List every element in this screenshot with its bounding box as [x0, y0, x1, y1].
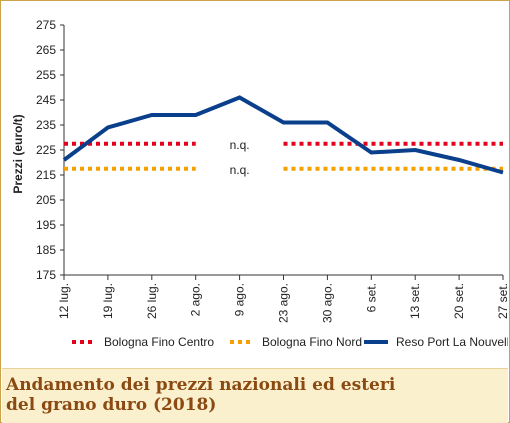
- x-tick-label: 26 lug.: [145, 283, 159, 319]
- price-line-chart: 175 185 195 205 215 225 235 245 255 265 275 Prezzi …: [11, 18, 508, 349]
- chart-caption: Andamento dei prezzi nazionali ed esteri…: [6, 375, 502, 415]
- caption-line-2: del grano duro (2018): [6, 395, 217, 415]
- y-tick-label: 275: [36, 18, 56, 32]
- x-tick-label: 13 set.: [408, 283, 422, 319]
- caption-bar: Andamento dei prezzi nazionali ed esteri…: [2, 368, 508, 423]
- y-tick-label: 195: [36, 218, 56, 232]
- y-tick-label: 265: [36, 43, 56, 57]
- y-tick-label: 185: [36, 243, 56, 257]
- annotation-label: n.q.: [230, 163, 250, 177]
- caption-line-1: Andamento dei prezzi nazionali ed esteri: [6, 375, 396, 395]
- legend-label: Bologna Fino Nord: [262, 335, 362, 349]
- x-tick-label: 2 ago.: [189, 283, 203, 316]
- legend-label: Bologna Fino Centro: [104, 335, 214, 349]
- series-line-3: [62, 95, 504, 175]
- legend-label: Reso Port La Nouvelle: [396, 335, 508, 349]
- annotation-label: n.q.: [230, 138, 250, 152]
- y-tick-label: 215: [36, 168, 56, 182]
- y-tick-label: 175: [36, 268, 56, 282]
- y-tick-label: 235: [36, 118, 56, 132]
- chart-panel: 175 185 195 205 215 225 235 245 255 265 275 Prezzi …: [2, 2, 508, 368]
- x-tick-label: 6 set.: [364, 283, 378, 312]
- x-tick-label: 9 ago.: [233, 283, 247, 316]
- y-tick-label: 225: [36, 143, 56, 157]
- y-axis-title: Prezzi (euro/t): [11, 114, 25, 193]
- y-tick-label: 245: [36, 93, 56, 107]
- x-tick-label: 27 set.: [496, 283, 508, 319]
- x-tick-label: 23 ago.: [277, 283, 291, 323]
- x-tick-label: 20 set.: [452, 283, 466, 319]
- y-tick-label: 255: [36, 68, 56, 82]
- x-tick-label: 19 lug.: [101, 283, 115, 319]
- x-tick-label: 12 lug.: [57, 283, 71, 319]
- x-tick-label: 30 ago.: [320, 283, 334, 323]
- y-tick-label: 205: [36, 193, 56, 207]
